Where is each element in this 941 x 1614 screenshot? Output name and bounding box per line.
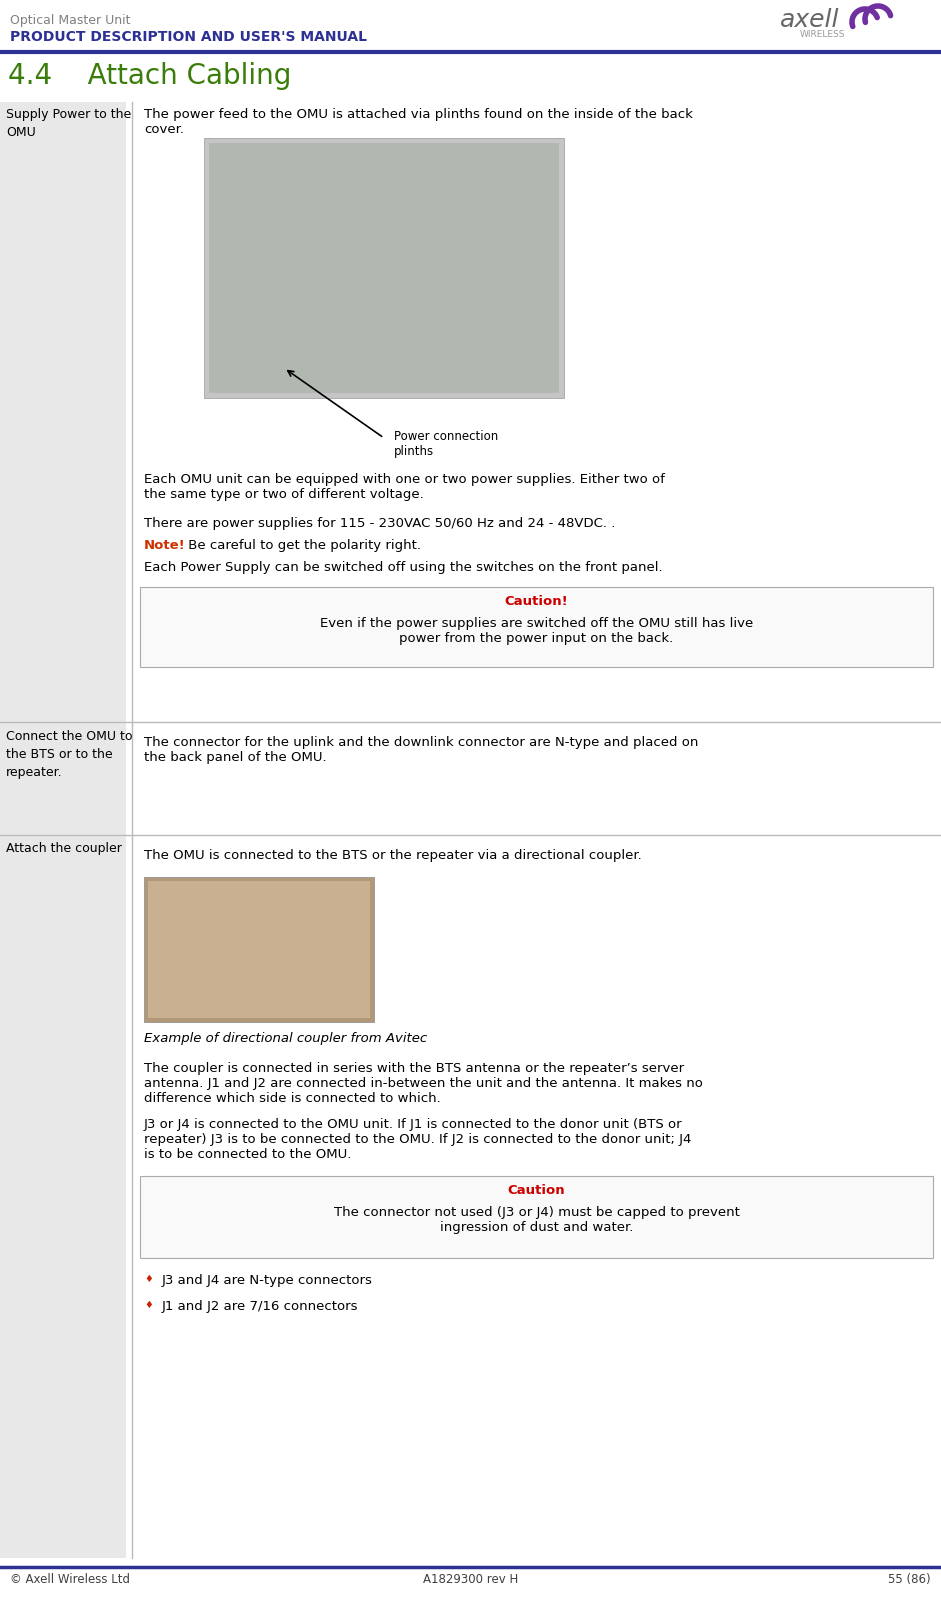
Text: The connector for the uplink and the downlink connector are N-type and placed on: The connector for the uplink and the dow… (144, 736, 698, 763)
Text: There are power supplies for 115 - 230VAC 50/60 Hz and 24 - 48VDC. .: There are power supplies for 115 - 230VA… (144, 516, 615, 529)
Text: PRODUCT DESCRIPTION AND USER'S MANUAL: PRODUCT DESCRIPTION AND USER'S MANUAL (10, 31, 367, 44)
Text: Be careful to get the polarity right.: Be careful to get the polarity right. (184, 539, 421, 552)
Bar (204, 139, 564, 399)
Text: Even if the power supplies are switched off the OMU still has live
power from th: Even if the power supplies are switched … (320, 617, 753, 646)
Bar (148, 881, 370, 1018)
Text: Connect the OMU to
the BTS or to the
repeater.: Connect the OMU to the BTS or to the rep… (6, 730, 133, 780)
Bar (140, 587, 933, 667)
Text: 55 (86): 55 (86) (888, 1574, 931, 1587)
Text: J3 and J4 are N-type connectors: J3 and J4 are N-type connectors (162, 1273, 373, 1286)
Bar (144, 876, 374, 1022)
Text: A1829300 rev H: A1829300 rev H (423, 1574, 518, 1587)
Text: Power connection
plinths: Power connection plinths (394, 429, 498, 458)
Bar (0, 102, 126, 1558)
Text: ♦: ♦ (144, 1273, 152, 1285)
Text: Each Power Supply can be switched off using the switches on the front panel.: Each Power Supply can be switched off us… (144, 562, 662, 575)
Text: Caution: Caution (508, 1185, 566, 1198)
Text: J1 and J2 are 7/16 connectors: J1 and J2 are 7/16 connectors (162, 1299, 359, 1314)
Text: Supply Power to the
OMU: Supply Power to the OMU (6, 108, 131, 139)
Text: The connector not used (J3 or J4) must be capped to prevent
ingression of dust a: The connector not used (J3 or J4) must b… (333, 1206, 740, 1235)
Text: WIRELESS: WIRELESS (800, 31, 846, 39)
Text: Attach the coupler: Attach the coupler (6, 843, 122, 855)
Text: 4.4    Attach Cabling: 4.4 Attach Cabling (8, 61, 292, 90)
Text: The coupler is connected in series with the BTS antenna or the repeater’s server: The coupler is connected in series with … (144, 1062, 703, 1106)
Text: The power feed to the OMU is attached via plinths found on the inside of the bac: The power feed to the OMU is attached vi… (144, 108, 693, 136)
Text: J3 or J4 is connected to the OMU unit. If J1 is connected to the donor unit (BTS: J3 or J4 is connected to the OMU unit. I… (144, 1119, 692, 1160)
Text: Each OMU unit can be equipped with one or two power supplies. Either two of
the : Each OMU unit can be equipped with one o… (144, 473, 665, 500)
Text: Caution!: Caution! (504, 596, 568, 608)
Bar (140, 1177, 933, 1257)
Text: Example of directional coupler from Avitec: Example of directional coupler from Avit… (144, 1031, 427, 1044)
Text: Optical Master Unit: Optical Master Unit (10, 15, 131, 27)
Bar (209, 144, 559, 392)
Text: ♦: ♦ (144, 1299, 152, 1311)
Text: The OMU is connected to the BTS or the repeater via a directional coupler.: The OMU is connected to the BTS or the r… (144, 849, 642, 862)
Text: © Axell Wireless Ltd: © Axell Wireless Ltd (10, 1574, 130, 1587)
Text: Note!: Note! (144, 539, 185, 552)
Text: axell: axell (780, 8, 839, 32)
